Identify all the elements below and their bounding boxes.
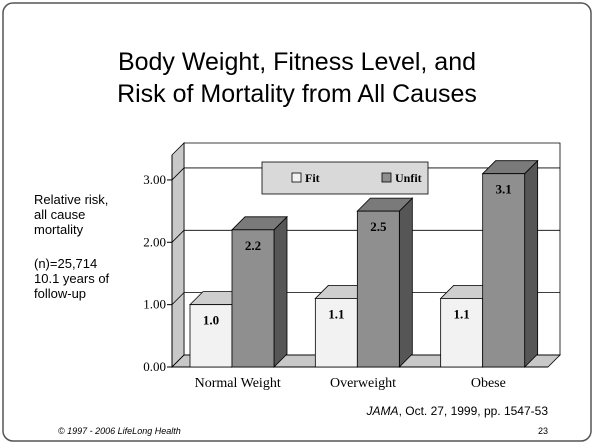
page-number: 23 — [538, 426, 548, 436]
legend-swatch — [292, 173, 301, 182]
side-wall — [172, 143, 184, 367]
x-tick-label: Normal Weight — [195, 376, 281, 391]
source: JAMA, Oct. 27, 1999, pp. 1547-53 — [366, 404, 549, 418]
value-label: 1.1 — [328, 306, 344, 321]
source-citation: , Oct. 27, 1999, pp. 1547-53 — [399, 404, 549, 418]
y-tick-label: 1.00 — [143, 297, 166, 312]
value-label: 2.5 — [370, 219, 387, 234]
y-tick-label: 2.00 — [143, 234, 166, 249]
annotation: (n)=25,714 — [34, 256, 118, 271]
slide: Body Weight, Fitness Level, and Risk of … — [0, 0, 594, 444]
y-tick-label: 3.00 — [143, 172, 166, 187]
x-tick-label: Obese — [471, 376, 506, 391]
chart-title: Body Weight, Fitness Level, and — [118, 48, 476, 76]
legend-label: Fit — [305, 171, 320, 185]
annotation: 10.1 years of follow-up — [34, 271, 118, 301]
legend-swatch — [382, 173, 391, 182]
bar-side — [274, 217, 287, 367]
x-tick-label: Overweight — [330, 376, 396, 391]
value-label: 1.0 — [203, 313, 219, 328]
value-label: 1.1 — [454, 306, 470, 321]
legend-label: Unfit — [395, 171, 422, 185]
bar-side — [399, 198, 412, 367]
y-axis-label: Relative risk, all cause mortality — [34, 192, 124, 237]
copyright: © 1997 - 2006 LifeLong Health — [58, 426, 181, 436]
bar — [483, 174, 525, 367]
value-label: 3.1 — [496, 182, 512, 197]
bar-side — [525, 161, 538, 367]
y-tick-label: 0.00 — [143, 359, 166, 374]
legend: Fit Unfit — [262, 162, 428, 194]
source-journal: JAMA — [366, 404, 399, 418]
value-label: 2.2 — [245, 238, 261, 253]
chart-title: Risk of Mortality from All Causes — [117, 80, 477, 108]
